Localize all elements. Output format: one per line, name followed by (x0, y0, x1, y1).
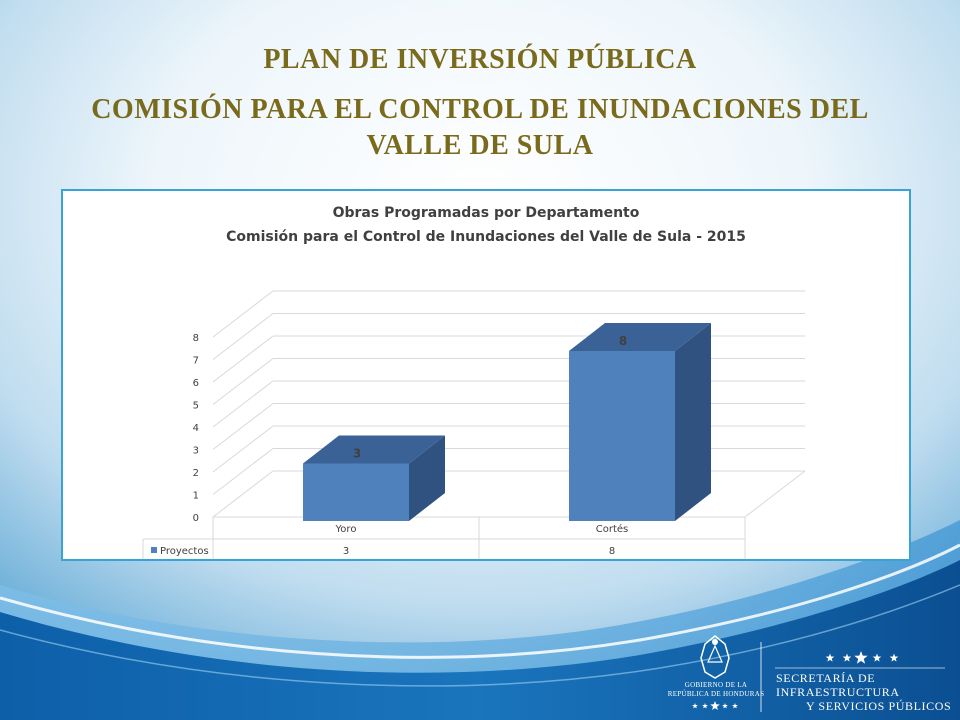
y-tick-label: 0 (193, 513, 199, 524)
bar-top-yoro (303, 435, 445, 464)
star-icon (722, 703, 728, 709)
grid-side-line (212, 313, 274, 360)
coat-of-arms-icon (700, 635, 730, 679)
star-icon (842, 653, 852, 662)
y-tick-label: 5 (193, 401, 199, 412)
chart-container: Obras Programadas por Departamento Comis… (61, 189, 911, 561)
grid-side-line (212, 470, 274, 518)
star-icon (710, 701, 720, 710)
star-icon (692, 703, 698, 709)
grid-side-line (212, 448, 274, 495)
y-tick-label: 4 (193, 423, 199, 434)
legend-series-name: Proyectos (160, 546, 209, 557)
y-tick-label: 1 (193, 491, 199, 502)
data-label: 8 (619, 334, 627, 348)
slide-title-line2: COMISIÓN PARA EL CONTROL DE INUNDACIONES… (91, 94, 869, 125)
grid-side-line (212, 425, 274, 473)
star-icon (732, 703, 738, 709)
chart-plot: 0 1 2 3 4 5 6 7 8 3 8 Yoro 3 Cortés 8 Proyectos (142, 290, 806, 559)
gov-line2: REPÚBLICA DE HONDURAS (667, 690, 765, 698)
footer-logos (692, 635, 945, 712)
star-icon (854, 651, 868, 664)
bar-top-cortés (569, 323, 711, 351)
chart-title: Obras Programadas por Departamento (332, 205, 640, 221)
secretaria-line2: Y SERVICIOS PÚBLICOS (806, 699, 952, 713)
table-value: 3 (343, 546, 349, 557)
star-icon (889, 653, 899, 662)
gov-caption: GOBIERNO DE LA REPÚBLICA DE HONDURAS (666, 681, 766, 699)
slide-title-line1: PLAN DE INVERSIÓN PÚBLICA (263, 44, 697, 75)
bar-side-yoro (409, 435, 445, 521)
x-category-label: Yoro (335, 524, 357, 535)
table-value: 8 (609, 546, 615, 557)
y-tick-label: 6 (193, 378, 199, 389)
grid-side-line (212, 380, 274, 428)
bar-yoro (303, 463, 409, 521)
y-tick-label: 8 (193, 333, 199, 344)
bar-cortés (569, 351, 675, 521)
chart-subtitle: Comisión para el Control de Inundaciones… (226, 229, 746, 245)
star-icon (825, 653, 835, 662)
gov-line1: GOBIERNO DE LA (684, 681, 748, 689)
slide-title-line3: VALLE DE SULA (366, 130, 594, 161)
stars-bottom (692, 701, 738, 710)
y-tick-label: 7 (193, 356, 199, 367)
data-label: 3 (353, 447, 361, 461)
secretaria-caption: SECRETARÍA DE INFRAESTRUCTURA Y SERVICIO… (776, 671, 960, 713)
bar-side-cortés (675, 323, 711, 521)
grid-side-line (212, 403, 274, 450)
stars-top (825, 651, 899, 664)
star-icon (702, 703, 708, 709)
grid-side-line (212, 358, 274, 405)
x-category-label: Cortés (596, 523, 629, 535)
y-tick-label: 2 (193, 468, 199, 479)
star-icon (872, 653, 882, 662)
secretaria-line1: SECRETARÍA DE INFRAESTRUCTURA (776, 671, 900, 699)
y-tick-label: 3 (193, 446, 199, 457)
floor-right-line (744, 470, 806, 518)
grid-side-line (212, 335, 274, 383)
slide-title-lines2-3: COMISIÓN PARA EL CONTROL DE INUNDACIONES… (0, 92, 960, 164)
grid-side-line (212, 290, 274, 338)
legend-swatch (151, 547, 157, 553)
